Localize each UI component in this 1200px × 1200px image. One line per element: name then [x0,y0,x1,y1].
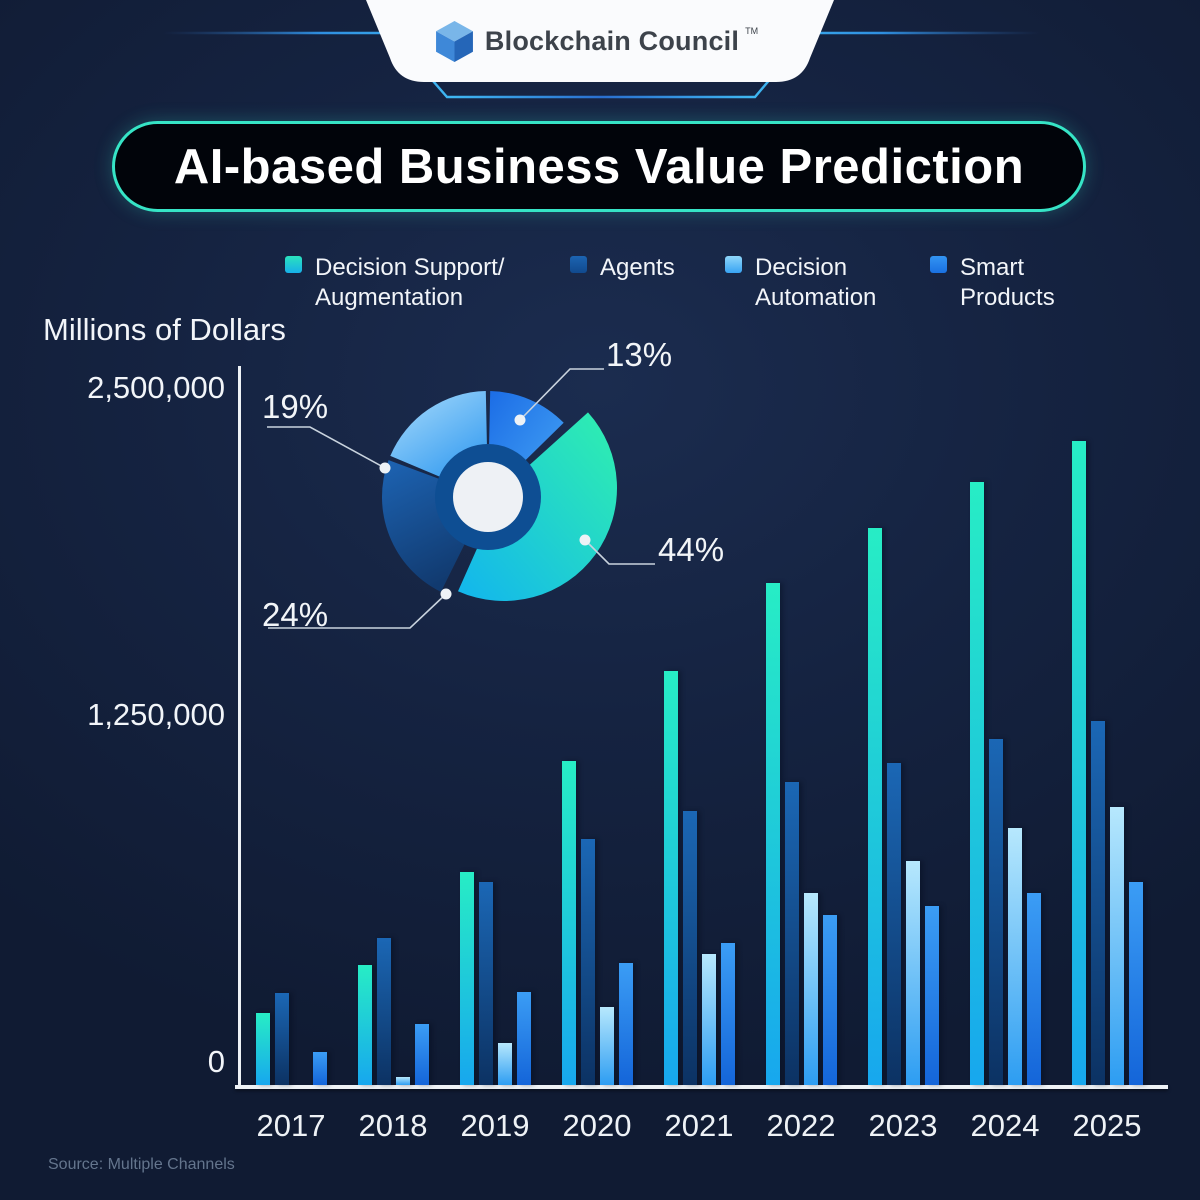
brand-banner-shape [366,0,834,82]
bar-2022-decision-automation [804,893,818,1085]
bar-chart: 2017 2018 2019 2020 2021 2022 2023 2024 2025 [235,366,1168,1143]
donut-hole [453,462,523,532]
x-tick-2023: 2023 [868,1108,938,1143]
bar-2019-agents [479,882,493,1085]
y-tick-2500000: 2,500,000 [87,370,225,405]
y-axis-line [238,366,241,1087]
page-title-text: AI-based Business Value Prediction [173,139,1025,194]
bar-2018-decision-support-augmentation [358,965,372,1085]
bar-2020-agents [581,839,595,1085]
bar-2025-agents [1091,721,1105,1085]
donut-label-13pct: 13% [606,336,673,373]
bar-2022-agents [785,782,799,1085]
bar-2021-agents [683,811,697,1085]
x-tick-2018: 2018 [358,1108,428,1143]
bar-2024-decision-automation [1008,828,1022,1085]
x-tick-2022: 2022 [766,1108,836,1143]
bar-2018-smart-products [415,1024,429,1085]
bar-2020-decision-automation [600,1007,614,1085]
bar-2018-decision-automation [396,1077,410,1085]
bar-2019-smart-products [517,992,531,1085]
donut-label-19pct: 19% [262,388,329,425]
legend-swatch-decision-automation [725,256,742,273]
bar-2022-smart-products [823,915,837,1085]
bar-2020-decision-support-augmentation [562,761,576,1085]
bar-2017-smart-products [313,1052,327,1085]
bar-2018-agents [377,938,391,1085]
page-title: AI-based Business Value Prediction [112,121,1086,212]
donut-label-24pct: 24% [262,596,329,633]
bar-2021-smart-products [721,943,735,1085]
bar-2020-smart-products [619,963,633,1085]
bar-2023-smart-products [925,906,939,1085]
x-axis-line [235,1085,1168,1089]
brand-banner: Blockchain Council TM [0,0,1200,82]
legend-item-agents: Agents [570,253,675,283]
bar-2017-decision-support-augmentation [256,1013,270,1085]
y-axis-unit-label: Millions of Dollars [43,312,286,347]
legend-swatch-smart-products [930,256,947,273]
bar-2024-smart-products [1027,893,1041,1085]
bar-2025-decision-support-augmentation [1072,441,1086,1085]
bar-2025-decision-automation [1110,807,1124,1085]
blockchain-council-logo-icon [435,20,473,62]
x-tick-2021: 2021 [664,1108,734,1143]
legend-item-smart-products: Smart Products [930,253,1055,313]
bar-2024-agents [989,739,1003,1085]
bar-2021-decision-automation [702,954,716,1085]
legend-item-decision-support: Decision Support/Augmentation [285,253,504,313]
bar-2025-smart-products [1129,882,1143,1085]
donut-label-44pct: 44% [658,531,725,568]
bar-2017-agents [275,993,289,1085]
x-tick-2019: 2019 [460,1108,530,1143]
brand-name: Blockchain Council [484,25,740,56]
x-tick-2024: 2024 [970,1108,1040,1143]
bar-2019-decision-automation [498,1043,512,1085]
donut-chart [381,391,618,601]
x-tick-2017: 2017 [256,1108,326,1143]
bar-2023-decision-automation [906,861,920,1085]
bar-2024-decision-support-augmentation [970,482,984,1085]
bar-2023-agents [887,763,901,1085]
trademark-mark: TM [745,26,759,36]
source-note: Source: Multiple Channels [48,1156,235,1173]
bar-2019-decision-support-augmentation [460,872,474,1085]
bar-2022-decision-support-augmentation [766,583,780,1085]
legend-swatch-agents [570,256,587,273]
y-tick-1250000: 1,250,000 [87,697,225,732]
y-tick-0: 0 [207,1044,225,1079]
legend-item-decision-automation: Decision Automation [725,253,876,313]
legend-swatch-decision-support [285,256,302,273]
x-tick-2020: 2020 [562,1108,632,1143]
x-tick-2025: 2025 [1072,1108,1142,1143]
header-accent-lines [163,0,1040,99]
bar-2021-decision-support-augmentation [664,671,678,1085]
bar-2023-decision-support-augmentation [868,528,882,1085]
